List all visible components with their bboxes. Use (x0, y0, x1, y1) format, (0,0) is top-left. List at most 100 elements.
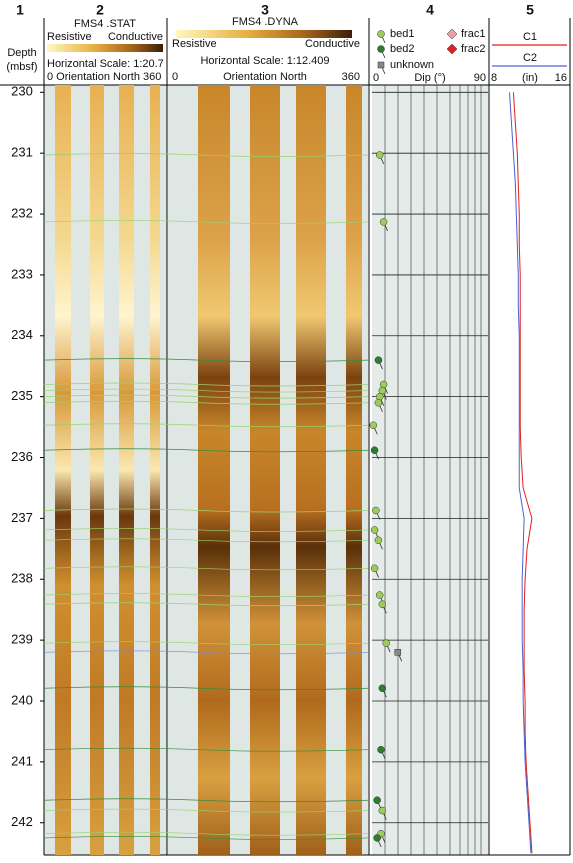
correlation-trace (43, 394, 369, 399)
correlation-trace (43, 836, 369, 840)
dot (374, 356, 383, 364)
axis-label: Dip (°) (414, 72, 445, 84)
axis-min: 0 (172, 71, 178, 83)
dot (377, 45, 385, 53)
dot (373, 834, 381, 842)
axis-max: 16 (555, 72, 567, 84)
symbol (373, 796, 382, 810)
depth-tick-label: 234 (11, 327, 33, 342)
correlation-trace (43, 358, 369, 362)
dot (394, 649, 402, 656)
axis-max: 90 (474, 72, 486, 84)
axis-unit: (in) (522, 72, 538, 84)
image-pads (55, 85, 362, 855)
legend-label: C1 (523, 31, 537, 43)
symbol (394, 649, 403, 662)
correlation-trace (43, 508, 369, 513)
dot (377, 745, 385, 754)
depth-tick-label: 240 (11, 692, 33, 707)
correlation-trace (43, 650, 369, 655)
dot (370, 564, 379, 573)
legend-label: bed1 (390, 28, 414, 40)
scale-low: Resistive (172, 38, 217, 50)
depth-tick-label: 236 (11, 449, 33, 464)
caliper-curve (509, 92, 532, 854)
symbol (370, 564, 379, 578)
depth-tick-label: 237 (11, 510, 33, 525)
track-title: FMS4 .STAT (74, 18, 136, 30)
column-number: 1 (16, 2, 24, 18)
correlation-trace (43, 388, 369, 393)
depth-tick-label: 230 (11, 84, 33, 99)
dot (374, 536, 383, 545)
depth-tick-label: 232 (11, 205, 33, 220)
symbol (369, 421, 378, 435)
dot (378, 806, 387, 815)
correlation-trace (43, 382, 369, 387)
legend-label: C2 (523, 52, 537, 64)
dot (372, 506, 380, 515)
symbol (370, 526, 379, 540)
axis-max: 360 (342, 71, 360, 83)
symbol (446, 28, 458, 40)
correlation-trace (43, 566, 369, 571)
symbol (372, 506, 381, 520)
column-number: 4 (426, 2, 434, 18)
dot (446, 43, 458, 55)
correlation-trace (43, 528, 369, 532)
column-number: 3 (261, 2, 269, 18)
depth-tick-label: 242 (11, 814, 33, 829)
dot (378, 684, 387, 692)
correlation-trace (43, 798, 369, 803)
correlation-trace (43, 602, 369, 607)
symbol (378, 386, 387, 400)
dot (382, 639, 390, 647)
track-title: FMS4 .DYNA (232, 16, 299, 28)
correlation-trace (43, 153, 369, 157)
depth-tick-label: 238 (11, 571, 33, 586)
correlation-trace (43, 808, 369, 813)
dot (379, 380, 388, 389)
dot (377, 30, 385, 38)
symbol (374, 536, 383, 550)
depth-label: Depth (7, 47, 36, 59)
symbol (378, 600, 387, 614)
orientation-axis: 0 Orientation North 360 (47, 71, 161, 83)
scale-high: Conductive (305, 38, 360, 50)
correlation-trace (43, 593, 369, 597)
dot (379, 218, 388, 226)
depth-tick-label: 231 (11, 145, 33, 160)
depth-tick-label: 235 (11, 388, 33, 403)
dot (373, 796, 381, 804)
symbol (370, 446, 379, 460)
correlation-trace (43, 448, 369, 453)
symbol (378, 806, 387, 820)
symbol (446, 43, 458, 55)
symbol (375, 151, 385, 165)
legend-label: unknown (390, 59, 434, 71)
dot (374, 398, 383, 407)
correlation-trace (43, 538, 369, 543)
depth-tick-label: 241 (11, 753, 33, 768)
dot (377, 61, 385, 69)
column-number: 5 (526, 2, 534, 18)
axis-min: 0 (373, 72, 379, 84)
symbol (377, 745, 386, 759)
dot (378, 600, 387, 608)
symbol (373, 834, 382, 848)
caliper-curve (512, 92, 533, 854)
correlation-trace (43, 220, 369, 224)
dot (370, 446, 379, 454)
symbol (374, 398, 383, 412)
dot (375, 151, 384, 159)
symbol (374, 356, 383, 370)
axis-label: Orientation North (223, 71, 307, 83)
column-number: 2 (96, 2, 104, 18)
correlation-trace (43, 400, 369, 405)
depth-tick-label: 239 (11, 632, 33, 647)
symbol (379, 218, 388, 232)
symbol (377, 30, 386, 44)
correlation-trace (43, 686, 369, 691)
horizontal-scale: Horizontal Scale: 1:20.7 (47, 58, 164, 70)
